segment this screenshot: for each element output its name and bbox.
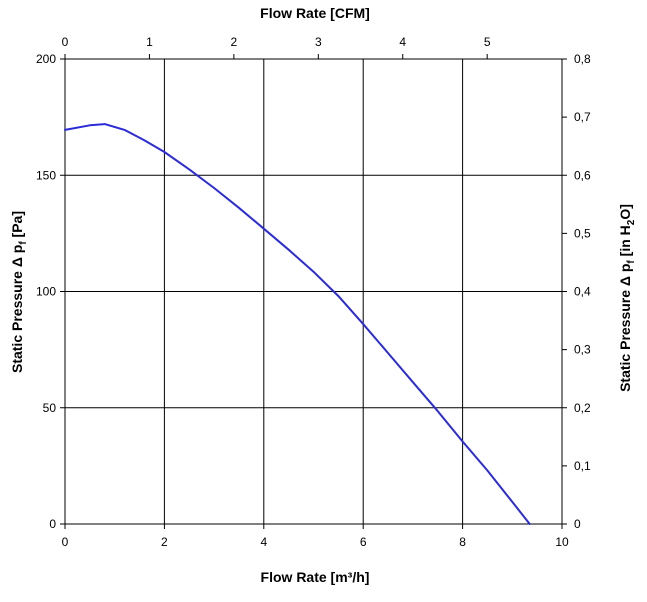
y-axis-right-title: Static Pressure Δ pf [in H2O] [617,204,637,392]
x-bottom-tick-label: 8 [459,535,466,549]
x-axis-bottom-title: Flow Rate [m³/h] [261,569,370,585]
y-right-tick-label: 0,4 [574,285,591,299]
y-right-tick-label: 0,1 [574,459,591,473]
x-bottom-tick-label: 4 [260,535,267,549]
x-top-tick-label: 2 [231,35,238,49]
y-right-tick-label: 0,3 [574,343,591,357]
y-right-tick-label: 0,2 [574,401,591,415]
x-bottom-tick-label: 0 [62,535,69,549]
y-right-tick-label: 0,7 [574,110,591,124]
pressure-curve-line [64,123,531,525]
y-left-tick-label: 0 [49,517,56,531]
y-left-tick-label: 100 [36,285,56,299]
x-top-tick-label: 3 [315,35,322,49]
x-bottom-tick-label: 6 [360,535,367,549]
y-axis-left-title: Static Pressure Δ pf [Pa] [9,211,29,373]
y-right-tick-label: 0 [574,517,581,531]
x-bottom-tick-label: 2 [161,535,168,549]
ticks: 0 2 4 6 8 100 1 2 3 4 505010015020000,10,20,30,40,… [36,35,591,549]
x-top-tick-label: 0 [62,35,69,49]
y-left-tick-label: 150 [36,168,56,182]
y-left-tick-label: 50 [43,401,57,415]
x-bottom-tick-label: 10 [555,535,569,549]
y-left-tick-label: 200 [36,52,56,66]
y-right-tick-label: 0,8 [574,52,591,66]
grid-lines [65,59,562,524]
x-top-tick-label: 5 [484,35,491,49]
y-right-tick-label: 0,5 [574,226,591,240]
y-right-tick-label: 0,6 [574,168,591,182]
x-axis-top-title: Flow Rate [CFM] [260,5,370,21]
series [64,123,531,525]
x-top-tick-label: 4 [399,35,406,49]
x-top-tick-label: 1 [146,35,153,49]
